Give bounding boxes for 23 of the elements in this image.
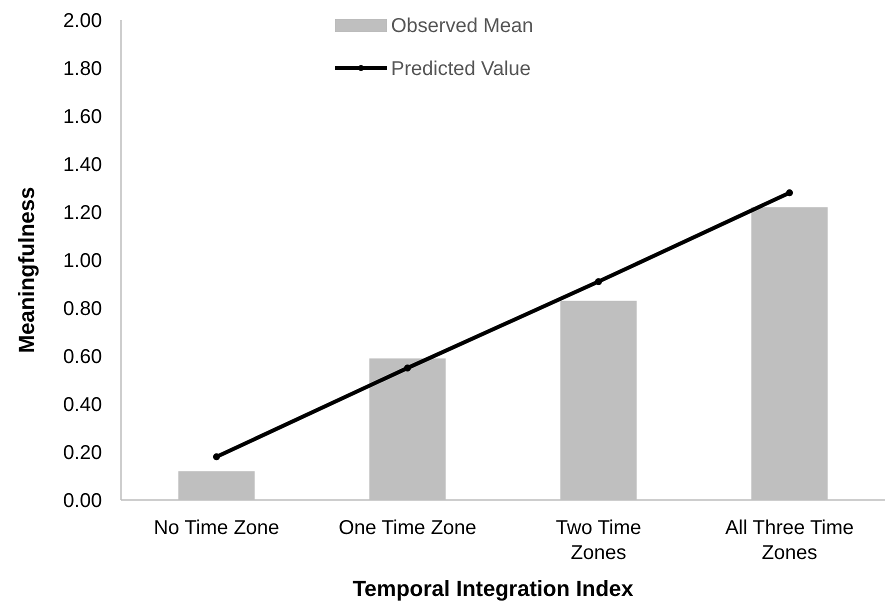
point (786, 189, 793, 196)
y-tick-label: 1.00 (63, 250, 102, 272)
y-tick-label: 1.80 (63, 58, 102, 80)
point (404, 364, 411, 372)
point (595, 278, 602, 286)
y-tick-label: 0.80 (63, 298, 102, 320)
legend-label: Predicted Value (391, 58, 531, 80)
y-tick-label: 0.00 (63, 490, 102, 512)
y-tick-label: 1.60 (63, 106, 102, 128)
y-axis-title: Meaningfulness (14, 186, 39, 354)
y-tick-label: 1.40 (63, 154, 102, 176)
y-tick-label: 2.00 (63, 10, 102, 32)
x-axis-title: Temporal Integration Index (352, 576, 634, 601)
y-tick-label: 1.20 (63, 202, 102, 224)
legend-label: Observed Mean (391, 15, 534, 37)
x-tick-label: Two Time Zones (556, 517, 642, 564)
x-tick-label: No Time Zone (154, 517, 280, 539)
x-tick-label: One Time Zone (338, 517, 476, 539)
y-tick-label: 0.20 (63, 442, 102, 464)
point (213, 453, 220, 460)
y-tick-label: 0.60 (63, 346, 102, 368)
x-tick-label: All Three Time Zones (725, 517, 854, 564)
y-tick-label: 0.40 (63, 394, 102, 416)
